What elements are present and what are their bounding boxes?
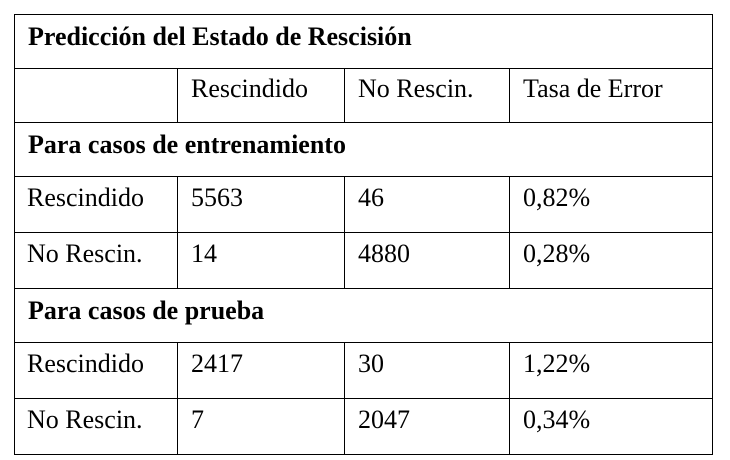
cell-no-rescin: 2047 [344,398,510,455]
cell-rescindido: 7 [177,398,345,455]
title-row: Predicción del Estado de Rescisión [14,14,713,69]
cell-no-rescin: 30 [344,342,510,399]
section-label: Para casos de entrenamiento [14,122,713,177]
row-label: Rescindido [14,176,178,233]
section-row-test: Para casos de prueba [14,288,713,343]
table-row: Rescindido 5563 46 0,82% [14,176,713,233]
table-row: Rescindido 2417 30 1,22% [14,342,713,399]
row-label: Rescindido [14,342,178,399]
header-cell-empty [14,68,178,123]
cell-tasa-error: 0,34% [509,398,713,455]
cell-rescindido: 2417 [177,342,345,399]
cell-tasa-error: 0,28% [509,232,713,289]
table-title: Predicción del Estado de Rescisión [14,14,713,69]
table-row: No Rescin. 14 4880 0,28% [14,232,713,289]
cell-rescindido: 14 [177,232,345,289]
cell-tasa-error: 1,22% [509,342,713,399]
cell-tasa-error: 0,82% [509,176,713,233]
row-label: No Rescin. [14,232,178,289]
cell-rescindido: 5563 [177,176,345,233]
header-cell-tasa-error: Tasa de Error [509,68,713,123]
header-cell-no-rescin: No Rescin. [344,68,510,123]
section-row-training: Para casos de entrenamiento [14,122,713,177]
prediction-table: Predicción del Estado de Rescisión Resci… [14,14,713,455]
row-label: No Rescin. [14,398,178,455]
header-cell-rescindido: Rescindido [177,68,345,123]
header-row: Rescindido No Rescin. Tasa de Error [14,68,713,123]
table-row: No Rescin. 7 2047 0,34% [14,398,713,455]
section-label: Para casos de prueba [14,288,713,343]
cell-no-rescin: 46 [344,176,510,233]
cell-no-rescin: 4880 [344,232,510,289]
